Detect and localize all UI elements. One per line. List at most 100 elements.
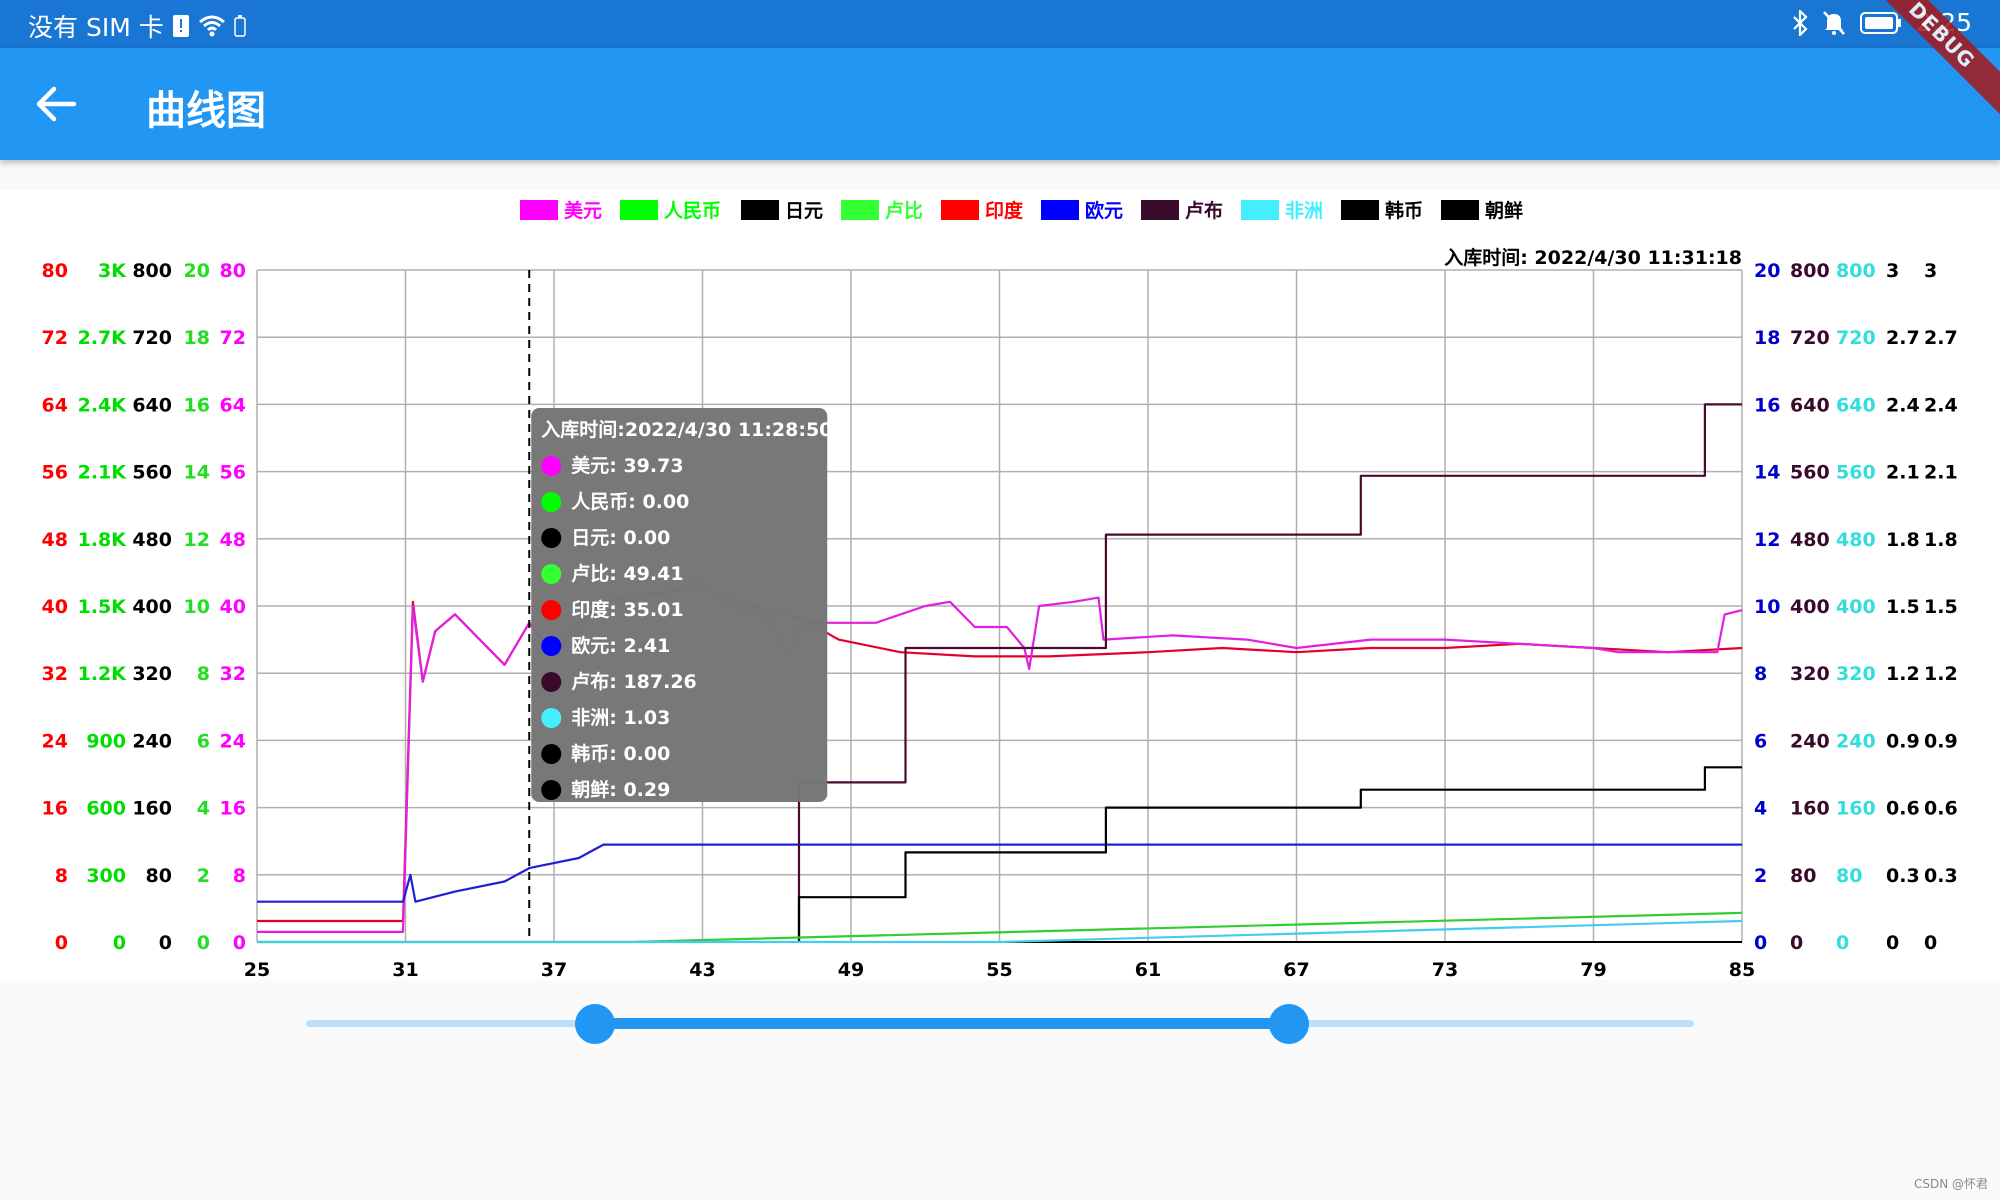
legend-label: 朝鲜	[1485, 199, 1523, 222]
y-tick-label-left: 300	[86, 865, 126, 887]
y-tick-label-left: 0	[55, 932, 68, 954]
tooltip-marker	[541, 600, 562, 620]
y-tick-label-left: 48	[220, 529, 246, 551]
y-tick-label-left: 24	[220, 730, 246, 752]
y-tick-label-right: 80	[1790, 865, 1816, 887]
y-tick-label-right: 1.8	[1886, 529, 1920, 551]
tooltip-marker	[541, 456, 562, 476]
x-tick-label: 43	[689, 959, 715, 980]
y-tick-label-left: 56	[42, 462, 68, 484]
y-tick-label-left: 80	[220, 260, 246, 282]
y-tick-label-right: 14	[1754, 462, 1780, 484]
legend-swatch	[941, 200, 979, 220]
y-tick-label-right: 12	[1754, 529, 1780, 551]
x-tick-label: 85	[1729, 959, 1755, 980]
tooltip-box	[531, 408, 828, 802]
y-tick-label-left: 1.8K	[78, 529, 128, 551]
y-tick-label-left: 400	[132, 596, 172, 618]
y-tick-label-left: 8	[55, 865, 68, 887]
x-tick-label: 49	[838, 959, 864, 980]
tooltip-item: 日元: 0.00	[571, 527, 670, 549]
y-tick-label-right: 20	[1754, 260, 1780, 282]
y-tick-label-left: 48	[42, 529, 68, 551]
slider-active-range	[595, 1018, 1290, 1029]
tooltip-item: 卢布: 187.26	[571, 670, 697, 693]
tooltip-marker	[541, 708, 562, 728]
x-tick-label: 79	[1580, 959, 1606, 980]
y-tick-label-left: 16	[42, 798, 68, 820]
y-tick-label-left: 72	[220, 327, 246, 349]
y-tick-label-left: 240	[132, 730, 172, 752]
tooltip-item: 欧元: 2.41	[571, 634, 670, 657]
range-slider[interactable]	[300, 1000, 1700, 1048]
y-tick-label-left: 64	[220, 394, 246, 416]
y-tick-label-right: 1.2	[1886, 663, 1920, 685]
top-right-timestamp: 入库时间: 2022/4/30 11:31:18	[1444, 246, 1742, 269]
y-tick-label-right: 0	[1790, 932, 1803, 954]
y-tick-label-left: 1.2K	[78, 663, 128, 685]
y-tick-label-right: 2.7	[1924, 327, 1958, 349]
legend-swatch	[1241, 200, 1279, 220]
y-tick-label-right: 80	[1836, 865, 1862, 887]
tooltip-marker	[541, 744, 562, 764]
y-tick-label-left: 1.5K	[78, 596, 128, 618]
y-tick-label-left: 12	[184, 529, 210, 551]
x-tick-label: 25	[244, 959, 270, 980]
y-tick-label-left: 640	[132, 394, 172, 416]
back-arrow-icon[interactable]	[28, 76, 84, 132]
battery-small-icon	[233, 15, 246, 37]
legend-label: 印度	[985, 199, 1024, 222]
y-tick-label-right: 320	[1790, 663, 1830, 685]
y-tick-label-right: 0	[1754, 932, 1767, 954]
y-tick-label-right: 400	[1836, 596, 1876, 618]
series-line	[797, 766, 1742, 942]
y-tick-label-left: 16	[184, 394, 210, 416]
series-line	[257, 579, 1743, 934]
y-tick-label-left: 6	[197, 730, 210, 752]
y-tick-label-left: 8	[233, 865, 246, 887]
y-tick-label-right: 800	[1836, 260, 1876, 282]
y-tick-label-right: 10	[1754, 596, 1780, 618]
y-tick-label-right: 1.8	[1924, 529, 1958, 551]
series-line	[797, 403, 1742, 942]
y-tick-label-right: 2.4	[1924, 394, 1958, 416]
y-tick-label-right: 0.6	[1886, 798, 1920, 820]
legend-label: 韩币	[1385, 199, 1423, 222]
legend-label: 卢比	[885, 199, 923, 222]
tooltip-item: 韩币: 0.00	[571, 742, 670, 765]
tooltip-marker	[541, 564, 562, 584]
legend-swatch	[520, 200, 558, 220]
y-tick-label-right: 0.3	[1886, 865, 1920, 887]
y-tick-label-left: 0	[159, 932, 172, 954]
tooltip-item: 美元: 39.73	[571, 454, 683, 477]
y-tick-label-right: 560	[1836, 462, 1876, 484]
y-tick-label-left: 16	[220, 798, 246, 820]
slider-thumb-start[interactable]	[575, 1004, 616, 1044]
y-tick-label-right: 0.6	[1924, 798, 1958, 820]
x-tick-label: 67	[1283, 959, 1309, 980]
watermark: CSDN @怀君	[1913, 1177, 1988, 1191]
y-tick-label-left: 80	[42, 260, 68, 282]
y-tick-label-left: 32	[220, 663, 246, 685]
y-tick-label-left: 14	[184, 462, 210, 484]
y-tick-label-right: 160	[1836, 798, 1876, 820]
y-tick-label-left: 560	[132, 462, 172, 484]
legend-swatch	[1341, 200, 1379, 220]
legend-swatch	[1141, 200, 1179, 220]
legend-swatch	[841, 200, 879, 220]
sim-alert-icon	[172, 15, 189, 37]
legend-swatch	[1041, 200, 1079, 220]
tooltip-marker	[541, 672, 562, 692]
y-tick-label-right: 320	[1836, 663, 1876, 685]
y-tick-label-left: 160	[132, 798, 172, 820]
y-tick-label-right: 0	[1836, 932, 1849, 954]
slider-thumb-end[interactable]	[1269, 1004, 1310, 1044]
series-line	[257, 919, 1743, 944]
y-tick-label-right: 2	[1754, 865, 1767, 887]
chart-panel: 美元 人民币 日元 卢比 印度 欧元 卢布 非洲 韩币 朝鲜 入库时间: 2022/4/30 11:…	[0, 190, 2000, 980]
y-tick-label-left: 56	[220, 462, 246, 484]
y-tick-label-right: 3	[1886, 260, 1899, 282]
legend-label: 日元	[785, 200, 823, 222]
tooltip-item: 卢比: 49.41	[571, 562, 683, 585]
